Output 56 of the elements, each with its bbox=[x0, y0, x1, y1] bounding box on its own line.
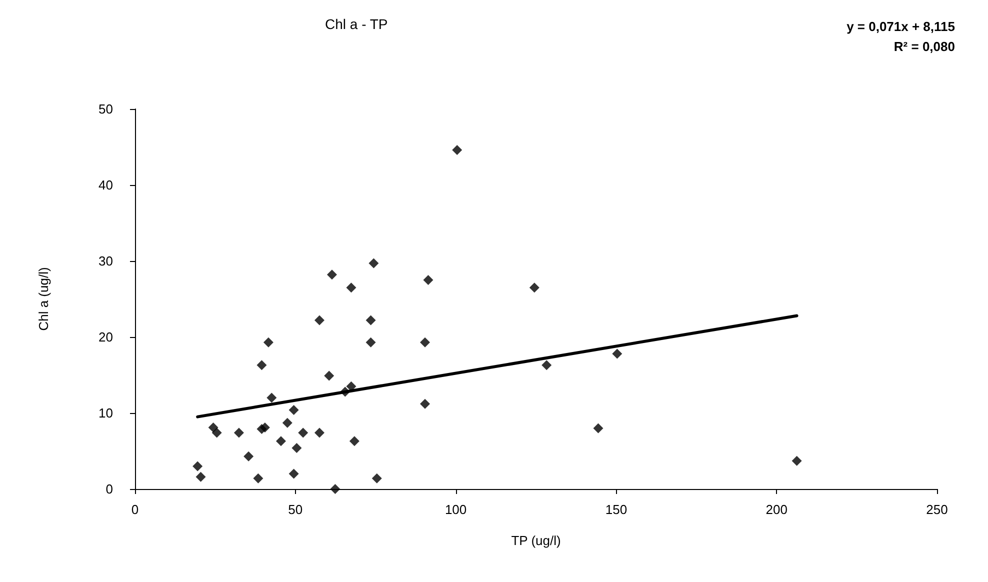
point bbox=[346, 282, 356, 293]
point bbox=[282, 418, 292, 428]
point bbox=[192, 461, 203, 472]
x-tick-label: 100 bbox=[444, 502, 467, 517]
point bbox=[372, 473, 382, 484]
point bbox=[314, 428, 324, 438]
point bbox=[288, 468, 299, 479]
point bbox=[212, 428, 222, 438]
point bbox=[340, 386, 350, 397]
y-tick-label: 40 bbox=[98, 178, 113, 192]
x-tick-label: 200 bbox=[766, 502, 788, 517]
point bbox=[314, 315, 324, 326]
x-axis-title: TP (ug/l) bbox=[511, 533, 561, 548]
point bbox=[298, 428, 308, 438]
point bbox=[326, 270, 337, 280]
text: y = 0,071x + 8,115 bbox=[846, 19, 955, 34]
point bbox=[420, 337, 430, 348]
point bbox=[423, 275, 434, 285]
point bbox=[366, 315, 376, 326]
point bbox=[234, 428, 244, 438]
point bbox=[256, 360, 267, 370]
point bbox=[324, 370, 334, 381]
point bbox=[330, 484, 340, 494]
point bbox=[244, 451, 254, 462]
x-tick-label: 0 bbox=[131, 502, 139, 517]
point bbox=[366, 337, 376, 348]
chart-title: Chl a - TP bbox=[325, 16, 388, 32]
point bbox=[612, 348, 622, 359]
point bbox=[266, 392, 277, 403]
point bbox=[253, 473, 264, 484]
x-tick-label: 50 bbox=[288, 502, 303, 517]
x-tick-label: 250 bbox=[926, 502, 948, 517]
point bbox=[593, 423, 604, 434]
y-tick-label: 10 bbox=[98, 406, 113, 420]
point bbox=[346, 381, 356, 392]
point bbox=[529, 282, 540, 293]
point bbox=[792, 456, 802, 466]
point bbox=[263, 337, 274, 348]
point bbox=[276, 436, 286, 446]
point bbox=[208, 422, 218, 432]
point bbox=[260, 422, 270, 432]
y-tick-label: 0 bbox=[106, 482, 113, 496]
y-tick-label: 50 bbox=[98, 102, 113, 116]
y-tick-label: 20 bbox=[98, 330, 113, 344]
point bbox=[452, 145, 462, 156]
point bbox=[288, 404, 299, 415]
text: R² = 0,080 bbox=[894, 39, 955, 54]
x-tick-label: 150 bbox=[605, 502, 628, 517]
point bbox=[292, 442, 302, 453]
point bbox=[542, 360, 552, 370]
point bbox=[420, 398, 430, 409]
point bbox=[349, 436, 360, 446]
y-tick-label: 30 bbox=[98, 254, 113, 268]
point bbox=[368, 258, 379, 268]
y-axis-title: Chl a (ug/l) bbox=[36, 267, 51, 331]
point bbox=[196, 472, 206, 482]
